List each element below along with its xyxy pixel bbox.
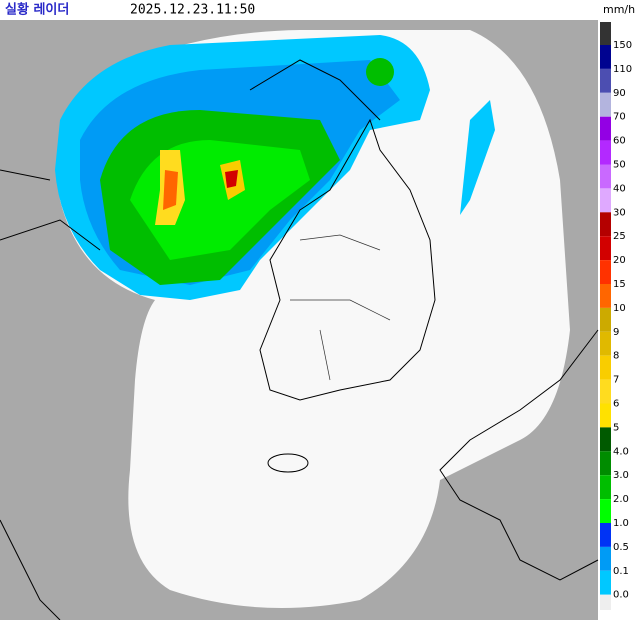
legend-swatch — [600, 451, 611, 476]
legend-swatch — [600, 427, 611, 452]
coastline — [0, 59, 381, 251]
jeju-island — [267, 453, 309, 473]
legend-label: 9 — [613, 327, 619, 338]
province-border — [290, 234, 391, 381]
legend-label: 1.0 — [613, 518, 629, 529]
legend-label: 8 — [613, 351, 619, 362]
legend-label: 5 — [613, 422, 619, 433]
legend-swatch — [600, 331, 611, 356]
legend-swatch — [600, 22, 611, 45]
legend-swatch — [600, 260, 611, 284]
precip-heavy — [225, 170, 238, 188]
legend-swatch — [600, 594, 611, 610]
legend-swatch — [600, 92, 611, 117]
precip-heavy — [163, 170, 178, 210]
timestamp: 2025.12.23.11:50 — [130, 3, 255, 18]
legend: 150 110 90 70 60 50 40 30 25 20 15 10 9 8 7 6 5 4.0 3.0 2.0… — [600, 22, 632, 610]
legend-swatch — [600, 188, 611, 213]
legend-label: 20 — [613, 255, 626, 266]
legend-label: 90 — [613, 88, 626, 99]
legend-label: 60 — [613, 136, 626, 147]
legend-label: 0.0 — [613, 590, 629, 601]
legend-label: 25 — [613, 231, 626, 242]
legend-label: 30 — [613, 207, 626, 218]
legend-label: 150 — [613, 40, 632, 51]
legend-label: 70 — [613, 112, 626, 123]
legend-unit: mm/h — [603, 3, 635, 16]
legend-swatch — [600, 236, 611, 261]
legend-swatch — [600, 523, 611, 547]
legend-swatch — [600, 570, 611, 595]
legend-swatch — [600, 403, 611, 428]
legend-label: 6 — [613, 399, 619, 410]
legend-swatch — [600, 355, 611, 380]
legend-swatch — [600, 45, 611, 69]
legend-swatch — [600, 212, 611, 237]
legend-label: 40 — [613, 183, 626, 194]
legend-label: 4.0 — [613, 446, 629, 457]
legend-label: 3.0 — [613, 470, 629, 481]
legend-label: 110 — [613, 64, 632, 75]
legend-swatch — [600, 140, 611, 165]
legend-swatch — [600, 284, 611, 308]
title: 실황 레이더 — [5, 2, 69, 18]
legend-swatch — [600, 546, 611, 571]
coastline — [0, 519, 61, 620]
legend-swatch — [600, 499, 611, 523]
legend-swatch — [600, 475, 611, 500]
legend-label: 15 — [613, 279, 626, 290]
coastline — [439, 329, 599, 581]
legend-label: 0.5 — [613, 542, 629, 553]
coastline — [259, 118, 436, 401]
legend-swatch — [600, 164, 611, 189]
legend-swatch — [600, 379, 611, 404]
legend-swatch — [600, 68, 611, 93]
legend-label: 10 — [613, 303, 626, 314]
map — [0, 20, 599, 620]
precip-light — [460, 100, 495, 215]
legend-swatch — [600, 307, 611, 332]
legend-label: 7 — [613, 375, 619, 386]
legend-label: 50 — [613, 160, 626, 171]
legend-label: 2.0 — [613, 494, 629, 505]
precip-moderate — [366, 58, 394, 86]
legend-label: 0.1 — [613, 566, 629, 577]
legend-swatch — [600, 116, 611, 141]
